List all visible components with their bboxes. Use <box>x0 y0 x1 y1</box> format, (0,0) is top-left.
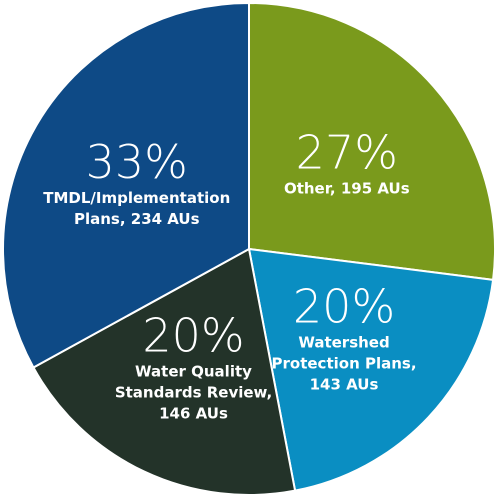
slice-label: 27% Other, 195 AUs <box>262 126 432 199</box>
slice-label: 33% TMDL/Implementation Plans, 234 AUs <box>29 136 244 230</box>
category-label: Watershed Protection Plans, 143 AUs <box>271 333 417 394</box>
percent-label: 27% <box>295 125 398 180</box>
category-label: Water Quality Standards Review, 146 AUs <box>114 362 273 423</box>
category-label: Other, 195 AUs <box>283 179 410 198</box>
slice-label: 20% Water Quality Standards Review, 146 A… <box>113 309 273 424</box>
percent-label: 20% <box>292 279 396 334</box>
percent-label: 33% <box>85 134 188 189</box>
category-label: TMDL/Implementation Plans, 234 AUs <box>43 188 231 228</box>
pie-slice <box>248 1 496 281</box>
pie-slice <box>32 247 297 496</box>
pie-slice <box>247 247 495 492</box>
pie-slice <box>2 1 250 369</box>
percent-label: 20% <box>142 308 245 363</box>
slice-label: 20% Watershed Protection Plans, 143 AUs <box>269 281 419 396</box>
